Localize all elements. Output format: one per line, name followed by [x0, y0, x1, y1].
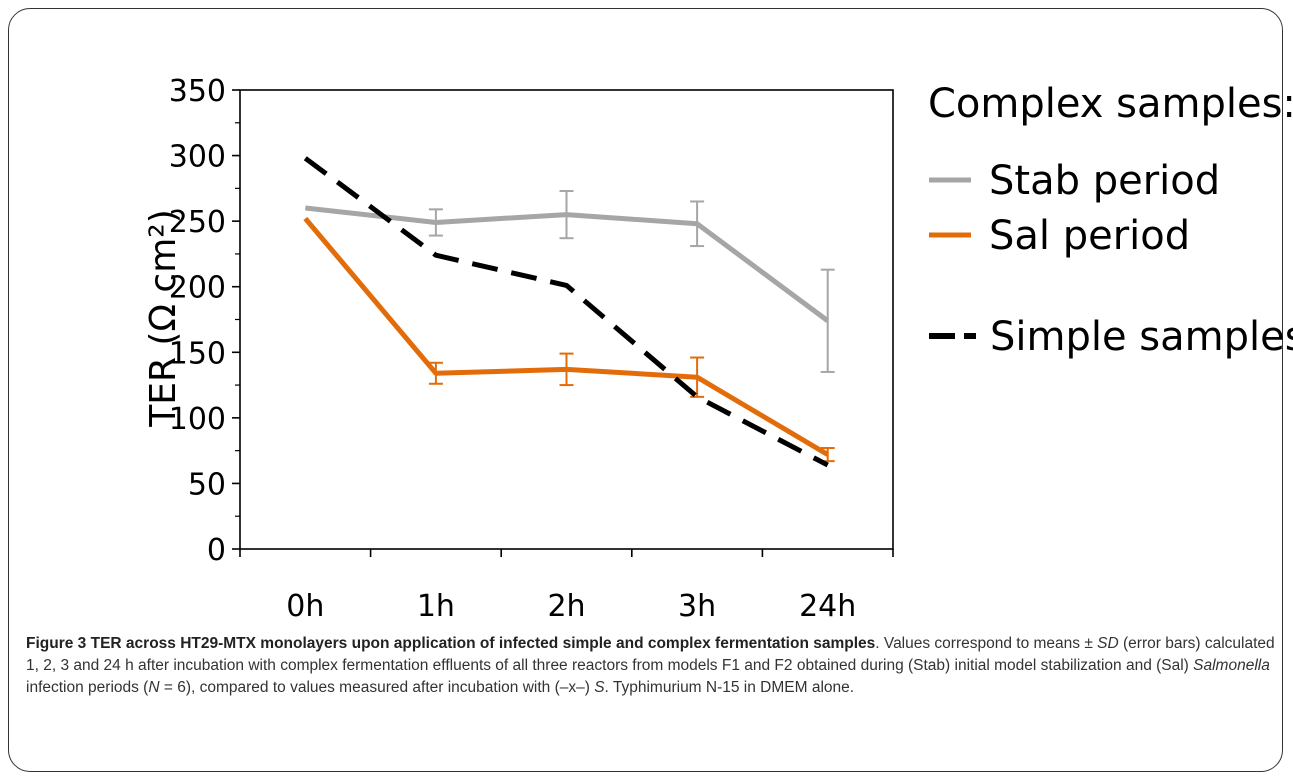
y-tick-label: 0 — [207, 533, 226, 568]
y-axis-label: TER (Ω cm²) — [143, 209, 184, 428]
legend-label: Stab period — [989, 158, 1220, 204]
series-line-simple-samples — [303, 156, 829, 468]
y-tick-label: 100 — [169, 402, 226, 437]
caption-text-3: infection periods ( — [26, 679, 149, 696]
figure-caption: Figure 3 TER across HT29-MTX monolayers … — [26, 633, 1276, 699]
caption-n: N — [148, 679, 160, 696]
y-tick-label: 200 — [169, 271, 226, 306]
y-tick-label: 150 — [169, 336, 226, 371]
caption-title: TER across HT29-MTX monolayers upon appl… — [90, 635, 876, 652]
x-tick-label: 0h — [286, 589, 324, 624]
plot-border — [239, 89, 894, 550]
chart-marks — [303, 156, 835, 468]
legend-title: Complex samples: — [928, 81, 1293, 127]
caption-text-2: (error bars) calculated 1, 2, 3 and 24 h… — [26, 635, 1275, 674]
series-line-stab-period — [305, 205, 830, 323]
caption-figure-label: Figure 3 — [26, 635, 87, 652]
y-tick-label: 300 — [169, 140, 226, 175]
x-tick-label: 3h — [678, 589, 716, 624]
caption-text-4: = 6), compared to values measured after … — [159, 679, 595, 696]
y-tick-label: 350 — [169, 74, 226, 109]
figure-frame — [8, 8, 1283, 772]
caption-text-5: . Typhimurium N-15 in DMEM alone. — [604, 679, 855, 696]
legend-label: Simple samples — [990, 314, 1293, 360]
caption-s: S — [594, 679, 605, 696]
line-chart: 0 50 100 150 200 250 300 350 0h 1h 2h 3h 24h TER (Ω … — [143, 74, 1293, 624]
y-tick-label: 50 — [188, 467, 226, 502]
x-tick-label: 24h — [799, 589, 856, 624]
x-tick-label: 1h — [417, 589, 455, 624]
legend: Stab period Sal period Simple samples — [929, 158, 1293, 360]
axes: 0 50 100 150 200 250 300 350 0h 1h 2h 3h 24h — [169, 74, 894, 624]
plot-area — [239, 89, 894, 550]
caption-salmonella: Salmonella — [1193, 657, 1270, 674]
y-tick-label: 250 — [169, 205, 226, 240]
legend-label: Sal period — [989, 213, 1190, 259]
caption-text-1: . Values correspond to means ± — [875, 635, 1098, 652]
x-tick-label: 2h — [547, 589, 585, 624]
caption-sd: SD — [1097, 635, 1119, 652]
series-line-sal-period — [303, 216, 829, 457]
